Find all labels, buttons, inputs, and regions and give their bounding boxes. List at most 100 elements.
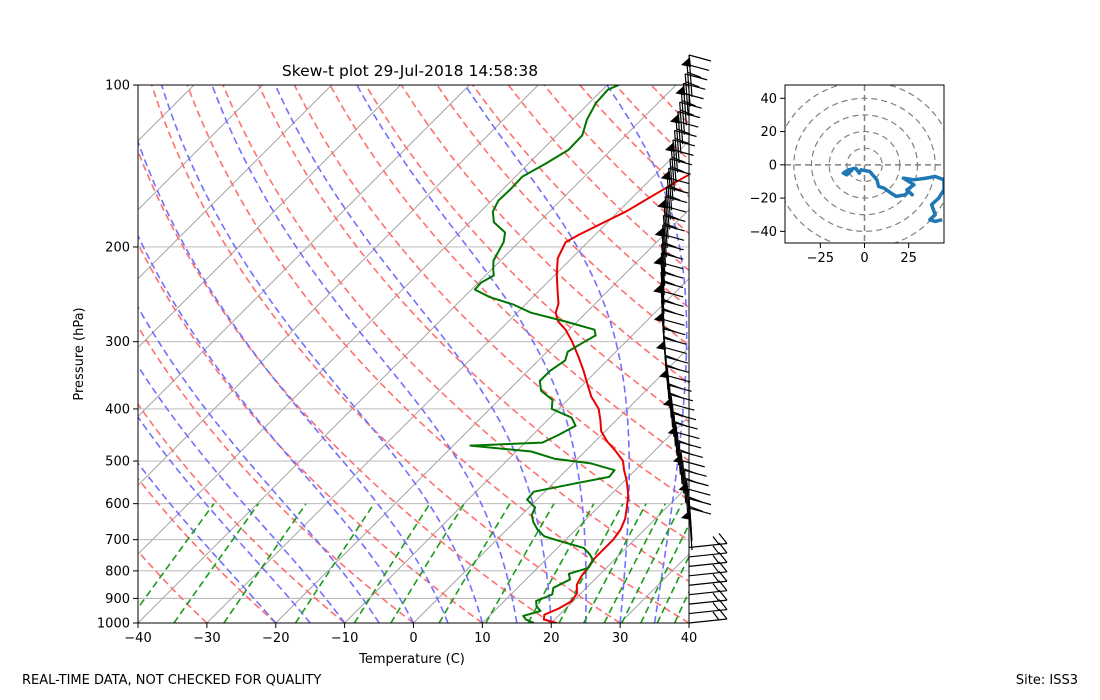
y-tick-label: 1000 [97,617,130,632]
skewt-x-ticks: −40 −30 −20 −10 0 10 20 30 40 [124,623,697,646]
wind-barb [686,63,710,107]
mixing-ratio-line [603,503,667,623]
wind-barb [681,507,712,551]
isotherm-line [138,85,608,555]
dry-adiabat [150,85,621,623]
moist-adiabat [138,139,449,623]
y-tick-label: 700 [105,533,130,548]
isotherm-line [619,553,689,623]
wind-barbs [653,54,728,624]
x-tick-label: −30 [193,631,220,646]
dewpoint-profile [469,85,620,623]
isotherm-line [0,85,56,623]
isotherm-line [138,85,539,486]
dry-adiabat [138,241,483,623]
hodo-x-tick-label: 25 [900,251,917,266]
dry-adiabat [138,550,208,623]
wind-barb [655,337,687,381]
isotherm-line [482,415,689,623]
wind-barb [665,186,689,230]
dry-adiabat [722,85,1100,623]
hodo-x-tick-label: 0 [860,251,868,266]
wind-barb [684,73,708,116]
wind-barb [675,120,699,164]
moist-adiabat [138,364,346,623]
mixing-ratio-line [294,503,375,623]
moist-adiabat [356,85,587,623]
dry-adiabat [758,85,1100,623]
dry-adiabat [507,85,689,272]
hodograph-rings [785,85,944,243]
wind-barb [667,422,698,466]
skewt-frame [137,84,690,624]
x-tick-label: −10 [331,631,358,646]
dry-adiabat [138,402,346,623]
dry-adiabat [650,85,689,125]
y-tick-label: 200 [105,240,130,255]
isotherm-line [138,85,264,211]
x-axis-label: Temperature (C) [358,652,465,667]
isotherm-line [275,209,689,623]
wind-barb [688,498,712,541]
moist-adiabat [274,85,553,623]
hodo-y-tick-label: 20 [760,125,777,140]
isotherm-line [344,277,689,623]
moist-adiabat [211,85,518,623]
x-tick-label: −40 [124,631,151,646]
site-label: Site: ISS3 [1015,673,1078,688]
wind-barb [679,101,702,145]
isotherm-line [550,484,689,623]
skewt-series [469,85,689,623]
hodo-x-tick-label: −25 [807,251,834,266]
wind-barb [662,214,686,258]
quality-disclaimer: REAL-TIME DATA, NOT CHECKED FOR QUALITY [22,673,322,688]
y-tick-label: 900 [105,592,130,607]
hodograph-ticks: −25 0 25 40 20 0 −20 −40 [750,92,917,266]
dry-adiabat [186,85,689,623]
moist-adiabat [138,461,277,623]
x-tick-label: 30 [612,631,629,646]
isotherm-line [138,85,401,349]
hodo-y-tick-label: 0 [769,158,777,173]
dry-adiabat [138,148,552,623]
mixing-ratio-line [583,503,647,623]
hodograph-axes: −25 0 25 40 20 0 −20 −40 [750,84,945,266]
dry-adiabat [472,85,689,309]
isotherm-line [138,85,332,280]
hodo-y-tick-label: −40 [750,225,777,240]
hodograph-trace [841,166,944,224]
dry-adiabat [138,325,414,623]
y-tick-label: 400 [105,402,130,417]
isotherm-line [138,85,677,623]
mixing-ratio-line [353,503,431,623]
x-tick-label: 0 [409,631,417,646]
isotherm-line [206,140,689,623]
isotherm-line [138,85,195,142]
wind-barb [670,148,694,192]
mixing-ratio-line [438,503,511,623]
mixing-ratio-line [173,503,260,623]
moist-adiabat [464,85,631,623]
mixing-ratio-line [621,503,683,623]
dry-adiabat [222,85,689,583]
isotherm-line [138,85,470,418]
dry-adiabat [293,85,689,502]
moist-adiabat [606,85,688,623]
wind-barb [688,608,728,624]
moist-adiabat [138,305,380,623]
wind-barb [680,92,704,135]
skewt-axes: −40 −30 −20 −10 0 10 20 30 40 100090080070060050… [0,62,1100,667]
wind-barb [663,205,687,249]
dry-adiabat [436,85,689,347]
hodo-y-tick-label: 40 [760,92,777,107]
dry-adiabat [138,477,277,623]
isotherm-line [688,622,689,623]
wind-barb [673,129,697,173]
dry-adiabat [686,85,689,89]
chart-title: Skew-t plot 29-Jul-2018 14:58:38 [282,62,538,80]
y-tick-label: 300 [105,335,130,350]
x-tick-label: 40 [681,631,698,646]
skewt-background-lines [0,85,1100,623]
dry-adiabat [400,85,689,385]
dry-adiabat [365,85,689,423]
